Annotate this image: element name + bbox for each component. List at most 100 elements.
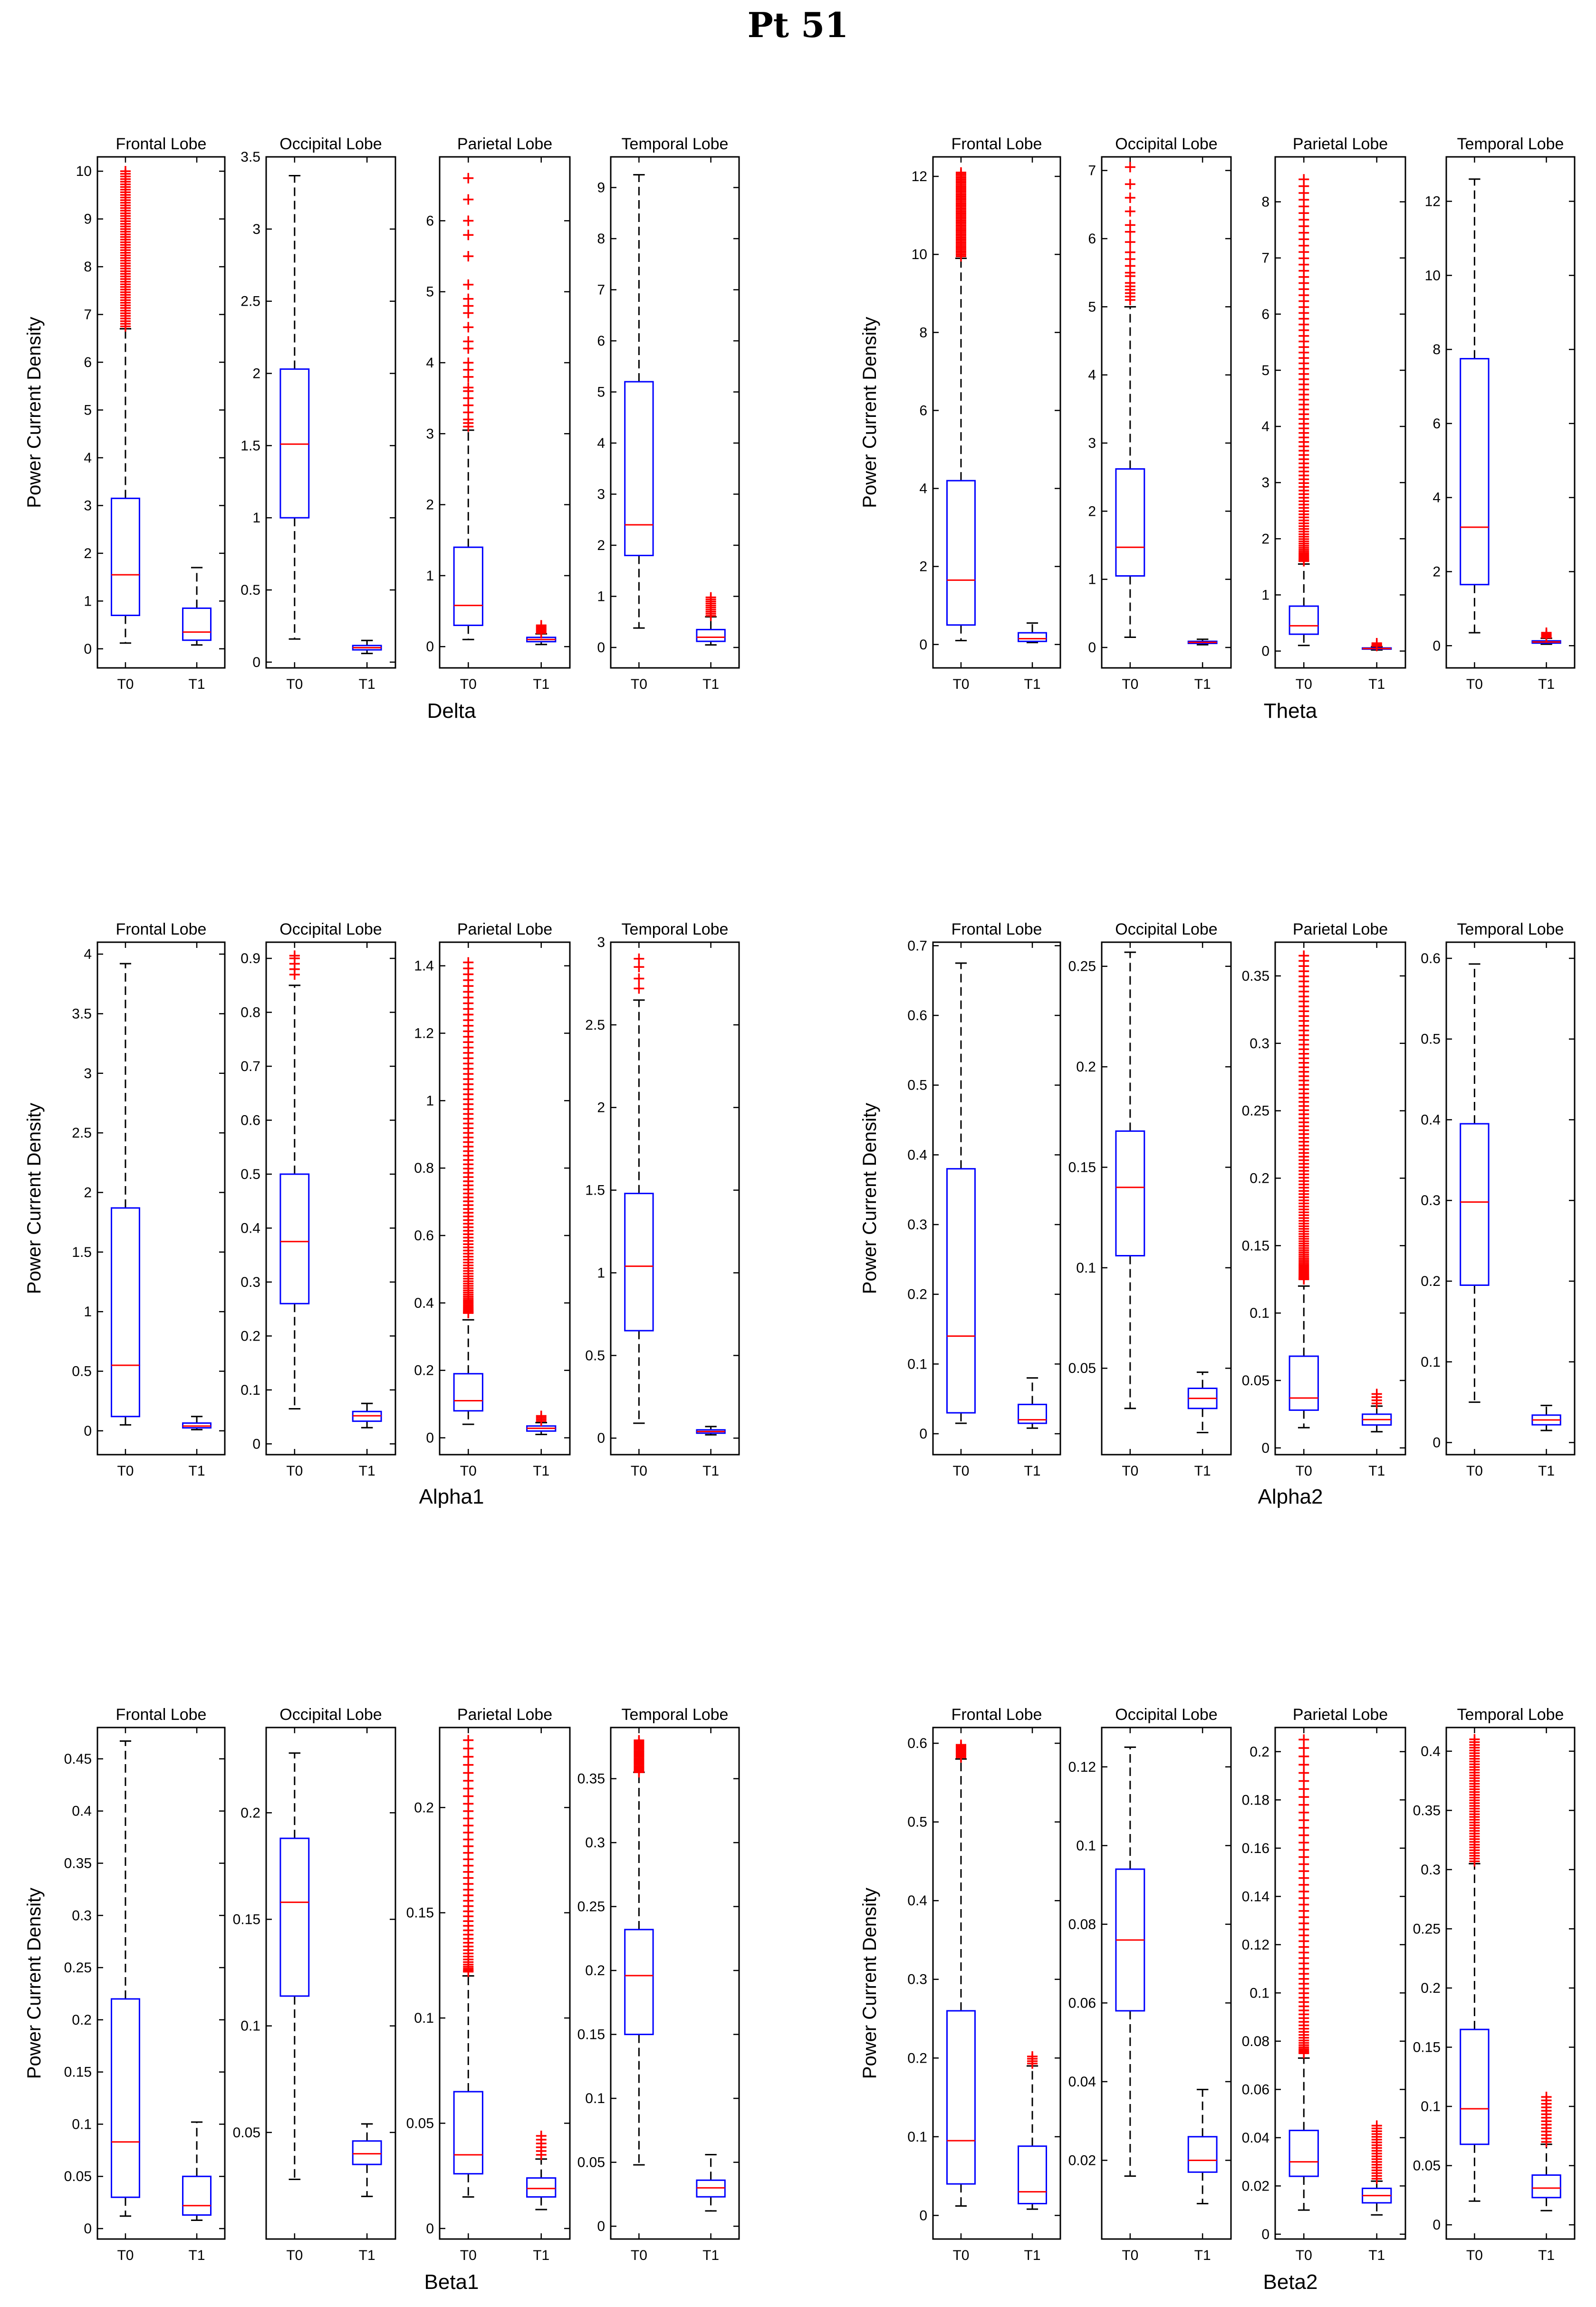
- box-t0: T0: [1460, 942, 1490, 1479]
- outlier-group: [634, 953, 644, 994]
- box-t1: T1: [352, 157, 382, 692]
- y-axis-label: Power Current Density: [24, 1888, 45, 2079]
- y-tick-label: 0.5: [240, 1167, 260, 1182]
- y-tick-label: 0.6: [907, 1008, 927, 1023]
- y-tick-label: 2.5: [72, 1125, 92, 1141]
- panel-title: Frontal Lobe: [952, 135, 1042, 153]
- y-tick-label: 7: [1088, 163, 1096, 179]
- box-t1: T1: [696, 1728, 726, 2263]
- y-tick-label: 0.16: [1242, 1841, 1269, 1856]
- outlier-marker: [955, 1739, 966, 1750]
- y-tick-label: 0.1: [1076, 1260, 1096, 1276]
- x-tick-label: T1: [1368, 676, 1385, 692]
- y-tick-label: 0.35: [577, 1771, 605, 1787]
- axes-frame: [1274, 1727, 1406, 2240]
- box-t1: T1: [526, 157, 557, 692]
- axes-frame: [1101, 156, 1232, 669]
- y-tick-label: 0.3: [907, 1972, 927, 1988]
- outlier-marker: [1541, 2092, 1552, 2103]
- iqr-box: [1288, 605, 1319, 635]
- y-tick-label: 0.2: [1076, 1059, 1096, 1075]
- iqr-box: [1018, 1403, 1048, 1424]
- y-tick-label: 0.15: [1242, 1238, 1269, 1254]
- box-t1: T1: [352, 942, 382, 1479]
- y-tick-label: 0: [426, 1430, 434, 1446]
- y-tick-label: 0.1: [1250, 1985, 1269, 2001]
- y-tick-label: 0.35: [1413, 1803, 1441, 1818]
- y-tick-label: 0.4: [907, 1147, 927, 1163]
- outlier-group: [1125, 162, 1135, 305]
- y-tick-label: 4: [1088, 367, 1096, 383]
- box-t0: T0: [279, 942, 310, 1479]
- x-tick-label: T0: [286, 2248, 303, 2263]
- x-tick-label: T1: [1368, 2248, 1385, 2263]
- x-tick-label: T1: [359, 2248, 375, 2263]
- outlier-group: [1541, 2092, 1552, 2147]
- axes-frame: [265, 1727, 396, 2240]
- outlier-marker: [1125, 237, 1135, 248]
- y-tick-label: 0.25: [1413, 1921, 1441, 1937]
- y-tick-label: 0.6: [240, 1112, 260, 1128]
- outlier-group: [536, 1410, 547, 1427]
- outlier-marker: [1125, 206, 1135, 217]
- box-t0: T0: [1115, 1728, 1145, 2263]
- box-t0: T0: [453, 942, 483, 1479]
- y-tick-label: 0.1: [907, 2129, 927, 2145]
- axes-frame: [439, 156, 571, 669]
- outlier-marker: [463, 957, 474, 968]
- y-tick-label: 0.3: [72, 1908, 92, 1923]
- y-tick-label: 0.14: [1242, 1889, 1269, 1904]
- panel-temporal-lobe: Temporal Lobe 0 0.05 0.1 0.15 0.2 0.25 0.3 0.35 0…: [1413, 1706, 1576, 2263]
- x-tick-label: T1: [1024, 2248, 1041, 2263]
- y-tick-label: 0.02: [1068, 2153, 1096, 2168]
- y-tick-label: 0.2: [1421, 1274, 1441, 1289]
- box-t0: T0: [1288, 942, 1319, 1479]
- axes-frame: [1445, 941, 1576, 1456]
- outlier-marker: [1469, 1734, 1480, 1745]
- outlier-marker: [463, 230, 474, 241]
- panel-title: Occipital Lobe: [1115, 135, 1217, 153]
- y-tick-label: 0: [1261, 644, 1269, 659]
- y-tick-label: 0.12: [1068, 1759, 1096, 1775]
- y-axis-label: Power Current Density: [859, 1103, 880, 1294]
- panel-title: Parietal Lobe: [457, 135, 552, 153]
- y-tick-label: 0: [919, 1426, 927, 1442]
- box-t1: T1: [182, 942, 212, 1479]
- y-tick-label: 0.15: [1068, 1159, 1096, 1175]
- iqr-box: [946, 480, 976, 626]
- y-axis-label: Power Current Density: [24, 1103, 45, 1294]
- y-tick-label: 0: [84, 641, 92, 657]
- x-tick-label: T0: [117, 2248, 134, 2263]
- x-tick-label: T0: [631, 676, 647, 692]
- panel-title: Parietal Lobe: [457, 1706, 552, 1724]
- y-tick-label: 8: [84, 259, 92, 275]
- y-tick-label: 2: [426, 497, 434, 513]
- outlier-group: [634, 1735, 644, 1778]
- box-t0: T0: [110, 157, 140, 692]
- y-tick-label: 0: [597, 640, 605, 656]
- outlier-marker: [463, 279, 474, 290]
- y-tick-label: 1: [1261, 587, 1269, 603]
- y-tick-label: 10: [1425, 268, 1441, 283]
- iqr-box: [1187, 2136, 1218, 2173]
- outlier-marker: [955, 167, 966, 178]
- x-tick-label: T0: [1122, 2248, 1138, 2263]
- y-tick-label: 1.5: [72, 1245, 92, 1260]
- y-tick-label: 0: [597, 2219, 605, 2234]
- y-axis-label: Power Current Density: [24, 317, 45, 508]
- y-tick-label: 4: [84, 946, 92, 962]
- box-t0: T0: [946, 1728, 976, 2263]
- y-tick-label: 0.5: [907, 1815, 927, 1830]
- box-t1: T1: [1018, 157, 1048, 692]
- outlier-group: [1541, 627, 1552, 643]
- y-tick-label: 7: [1261, 251, 1269, 266]
- y-tick-label: 0: [84, 2221, 92, 2237]
- y-tick-label: 0.4: [1421, 1744, 1441, 1759]
- y-tick-label: 0.3: [585, 1835, 605, 1851]
- y-tick-label: 0.2: [240, 1805, 260, 1821]
- axes-frame: [1274, 941, 1406, 1456]
- y-tick-label: 2: [1261, 531, 1269, 547]
- outlier-marker: [463, 293, 474, 304]
- iqr-box: [1460, 2028, 1490, 2145]
- y-tick-label: 0.1: [240, 1382, 260, 1398]
